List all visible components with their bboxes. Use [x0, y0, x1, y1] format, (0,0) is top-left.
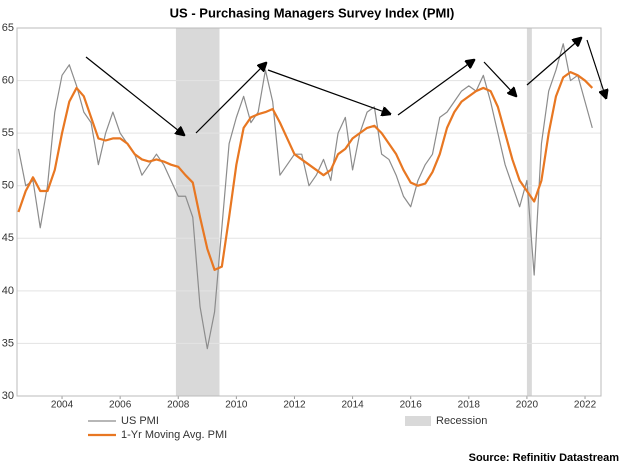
- y-tick-label: 40: [2, 285, 14, 297]
- source: Source: Refinitiv Datastream: [469, 452, 620, 464]
- legend-label: US PMI: [121, 415, 159, 427]
- y-tick-label: 50: [2, 180, 14, 192]
- x-tick-label: 2020: [516, 400, 539, 411]
- x-tick-label: 2010: [225, 400, 248, 411]
- y-tick-label: 60: [2, 74, 14, 86]
- recession-band: [175, 28, 220, 396]
- x-tick-label: 2022: [574, 400, 597, 411]
- y-tick-label: 30: [2, 390, 14, 402]
- arrow: [397, 60, 474, 116]
- series-line: [17, 43, 593, 350]
- legend-label: Recession: [436, 415, 487, 427]
- x-tick-label: 2008: [167, 400, 190, 411]
- x-tick-label: 2018: [458, 400, 481, 411]
- plot-frame: [16, 27, 602, 397]
- legend-label: 1-Yr Moving Avg. PMI: [121, 429, 227, 441]
- arrow: [85, 56, 184, 135]
- arrow: [586, 39, 606, 98]
- y-tick-label: 35: [2, 337, 14, 349]
- trend-arrows: [85, 38, 606, 135]
- chart-title: US - Purchasing Managers Survey Index (P…: [170, 5, 455, 20]
- y-tick-label: 55: [2, 127, 14, 139]
- x-tick-label: 2006: [109, 400, 132, 411]
- arrow: [483, 61, 516, 96]
- y-tick-label: 45: [2, 232, 14, 244]
- x-tick-label: 2014: [341, 400, 364, 411]
- x-tick-label: 2012: [283, 400, 306, 411]
- series-line: [17, 71, 594, 271]
- arrow: [195, 63, 266, 134]
- y-tick-label: 65: [2, 22, 14, 34]
- arrow: [267, 69, 390, 114]
- x-tick-label: 2016: [400, 400, 423, 411]
- arrow: [526, 38, 581, 86]
- legend-swatch: [405, 416, 431, 426]
- x-tick-label: 2004: [51, 400, 74, 411]
